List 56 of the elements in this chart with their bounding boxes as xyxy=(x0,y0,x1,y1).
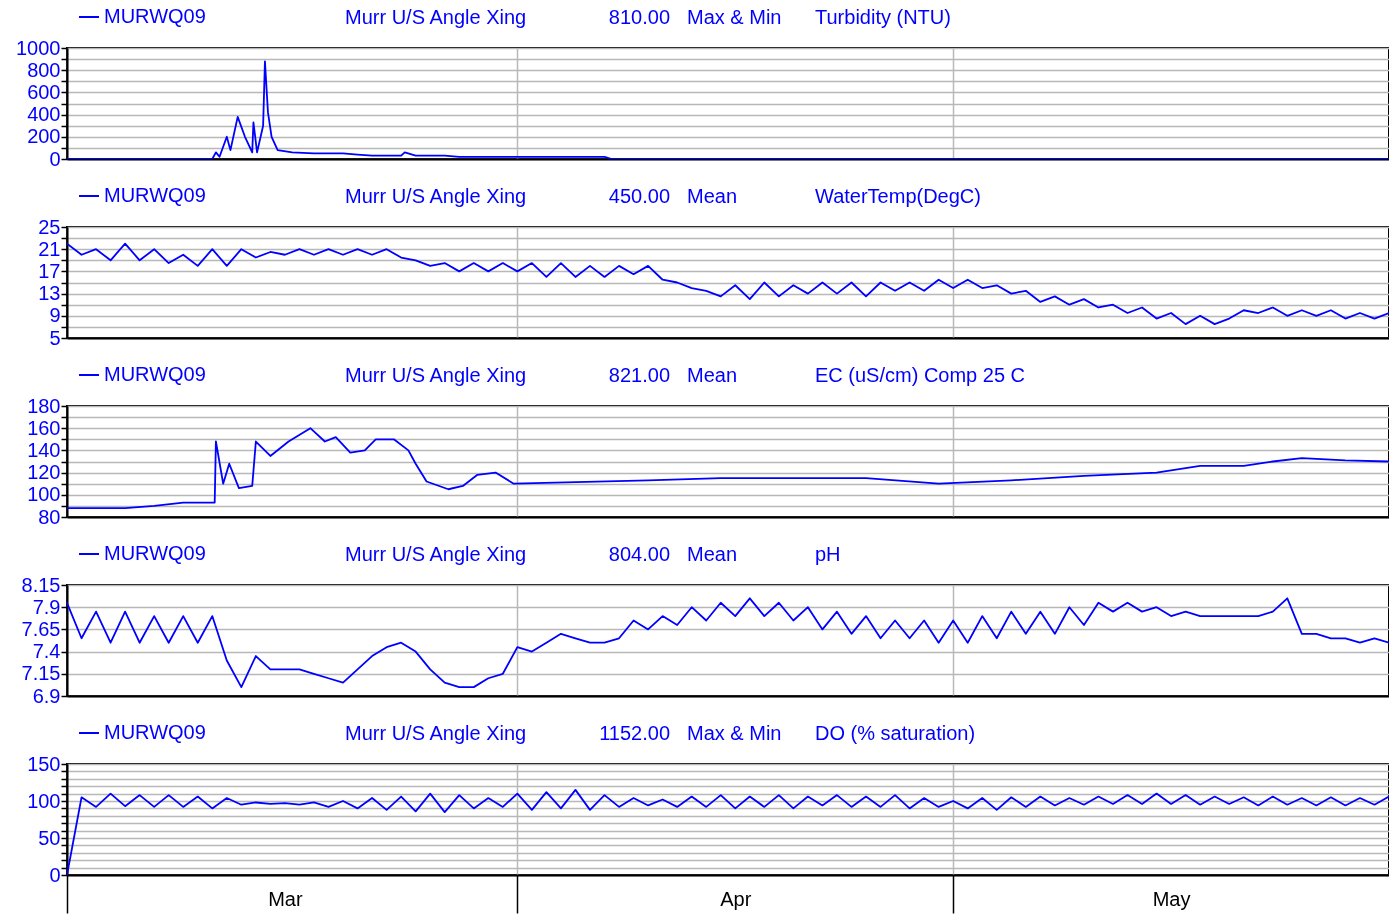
y-tick-label: 5 xyxy=(49,326,61,349)
y-tick-label: 80 xyxy=(38,505,61,528)
text: 1152.00 xyxy=(599,722,670,744)
y-tick-label: 180 xyxy=(27,394,61,417)
text: Max & Min xyxy=(687,6,782,28)
y-tick-label: 140 xyxy=(27,438,61,461)
text: 804.00 xyxy=(608,543,670,565)
text: 810.00 xyxy=(608,6,670,28)
y-tick-label: 0 xyxy=(49,863,61,886)
text: Murr U/S Angle Xing xyxy=(345,543,527,565)
legend-label: MURWQ09 xyxy=(104,542,206,564)
text: 821.00 xyxy=(608,364,670,386)
legend-label: MURWQ09 xyxy=(104,5,206,27)
text: DO (% saturation) xyxy=(815,722,976,744)
x-tick-label: May xyxy=(1152,887,1191,910)
y-tick-label: 50 xyxy=(38,826,61,849)
text: Murr U/S Angle Xing xyxy=(345,364,527,386)
y-tick-label: 7.9 xyxy=(32,595,61,618)
text: Murr U/S Angle Xing xyxy=(345,6,527,28)
text: Mean xyxy=(687,364,738,386)
text: Murr U/S Angle Xing xyxy=(345,722,527,744)
y-tick-label: 800 xyxy=(27,58,61,81)
text: Mean xyxy=(687,185,738,207)
y-tick-label: 160 xyxy=(27,416,61,439)
text: pH xyxy=(815,543,841,565)
text: Max & Min xyxy=(687,722,782,744)
y-tick-label: 200 xyxy=(27,125,61,148)
y-tick-label: 13 xyxy=(38,282,61,305)
y-tick-label: 7.65 xyxy=(21,617,61,640)
legend-label: MURWQ09 xyxy=(104,363,206,385)
y-tick-label: 150 xyxy=(27,752,61,775)
y-tick-label: 100 xyxy=(27,483,61,506)
text: Mean xyxy=(687,543,738,565)
x-tick-label: Apr xyxy=(720,887,752,910)
y-tick-label: 8.15 xyxy=(21,573,61,596)
text: EC (uS/cm) Comp 25 C xyxy=(815,364,1026,386)
y-tick-label: 0 xyxy=(49,147,61,170)
y-tick-label: 7.15 xyxy=(21,662,61,685)
y-tick-label: 6.9 xyxy=(32,684,61,707)
y-tick-label: 600 xyxy=(27,80,61,103)
text: Turbidity (NTU) xyxy=(815,6,951,28)
text: 450.00 xyxy=(608,185,670,207)
y-tick-label: 7.4 xyxy=(32,640,61,663)
y-tick-label: 25 xyxy=(38,215,61,238)
y-tick-label: 120 xyxy=(27,461,61,484)
text: Murr U/S Angle Xing xyxy=(345,185,527,207)
y-tick-label: 17 xyxy=(38,259,61,282)
legend-label: MURWQ09 xyxy=(104,184,206,206)
y-tick-label: 100 xyxy=(27,789,61,812)
legend-label: MURWQ09 xyxy=(104,721,206,743)
y-tick-label: 1000 xyxy=(16,36,61,59)
x-tick-label: Mar xyxy=(268,887,303,910)
text: WaterTemp(DegC) xyxy=(815,185,981,207)
y-tick-label: 9 xyxy=(49,304,61,327)
y-tick-label: 21 xyxy=(38,237,61,260)
y-tick-label: 400 xyxy=(27,103,61,126)
